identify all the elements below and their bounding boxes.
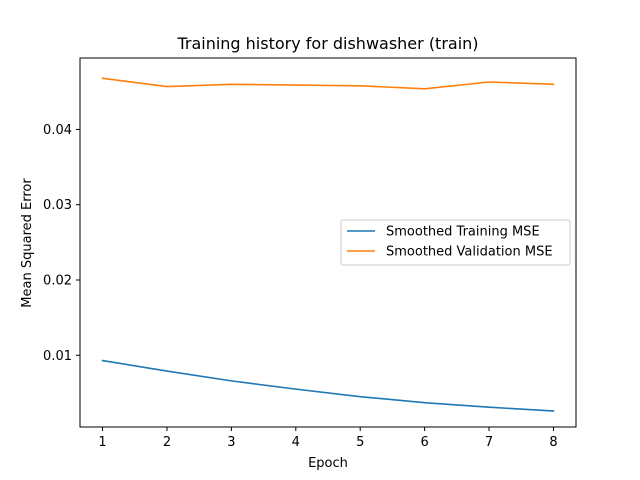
- legend-entry-label: Smoothed Validation MSE: [386, 245, 553, 260]
- legend-entry-label: Smoothed Training MSE: [386, 225, 540, 240]
- x-axis-label: Epoch: [308, 456, 348, 471]
- x-tick-label: 7: [485, 435, 493, 450]
- y-tick-label: 0.01: [43, 349, 72, 364]
- x-tick-label: 3: [227, 435, 235, 450]
- y-tick-label: 0.03: [43, 198, 72, 213]
- x-tick-label: 5: [356, 435, 364, 450]
- x-tick-label: 2: [163, 435, 171, 450]
- x-tick-label: 6: [420, 435, 428, 450]
- series-line-training: [101, 359, 555, 412]
- x-tick-label: 4: [292, 435, 300, 450]
- plot-frame: [79, 57, 577, 428]
- plot-area: [101, 77, 555, 412]
- y-tick-label: 0.02: [43, 273, 72, 288]
- legend: Smoothed Training MSE Smoothed Validation…: [340, 219, 571, 266]
- legend-box: [340, 219, 571, 266]
- y-tick-label: 0.04: [43, 123, 72, 138]
- y-axis-label: Mean Squared Error: [20, 178, 35, 308]
- series-line-validation: [101, 77, 555, 90]
- chart-title: Training history for dishwasher (train): [176, 34, 478, 53]
- x-tick-label: 1: [98, 435, 106, 450]
- x-tick-label: 8: [549, 435, 557, 450]
